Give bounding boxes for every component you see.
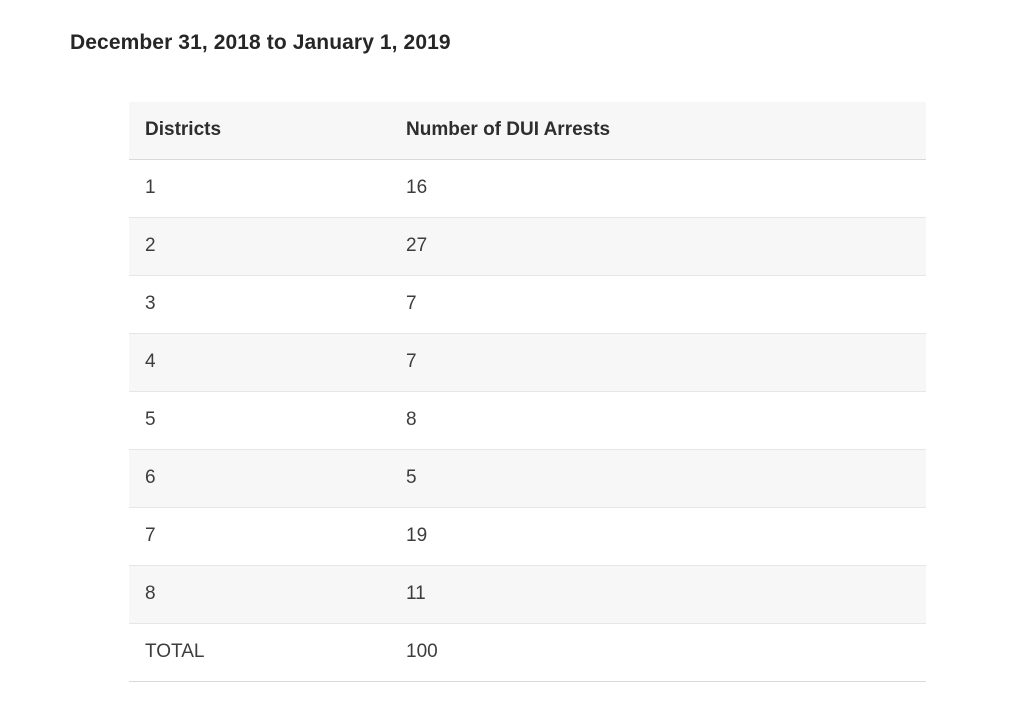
dui-arrests-table: Districts Number of DUI Arrests 1 16 2 2… [129,102,926,682]
table-row: 7 19 [129,507,926,566]
arrests-cell: 27 [390,217,926,276]
table-row: 2 27 [129,217,926,276]
table-row: 6 5 [129,449,926,508]
arrests-cell: 7 [390,275,926,334]
column-header-arrests: Number of DUI Arrests [390,102,926,160]
arrests-cell: 16 [390,159,926,218]
column-header-districts: Districts [129,102,390,160]
arrests-cell: 11 [390,565,926,624]
table-row: 3 7 [129,275,926,334]
page-title: December 31, 2018 to January 1, 2019 [70,31,451,54]
district-cell: 4 [129,333,390,392]
district-cell: 7 [129,507,390,566]
district-cell: 6 [129,449,390,508]
table-total-row: TOTAL 100 [129,623,926,682]
district-cell: 1 [129,159,390,218]
table-row: 5 8 [129,391,926,450]
table-row: 1 16 [129,159,926,218]
table-header-row: Districts Number of DUI Arrests [129,102,926,160]
table-row: 8 11 [129,565,926,624]
district-cell: 8 [129,565,390,624]
arrests-cell: 8 [390,391,926,450]
district-cell: 5 [129,391,390,450]
arrests-cell: 5 [390,449,926,508]
district-cell: 3 [129,275,390,334]
arrests-cell: 7 [390,333,926,392]
total-value-cell: 100 [390,623,926,682]
arrests-cell: 19 [390,507,926,566]
district-cell: 2 [129,217,390,276]
total-label-cell: TOTAL [129,623,390,682]
table-row: 4 7 [129,333,926,392]
